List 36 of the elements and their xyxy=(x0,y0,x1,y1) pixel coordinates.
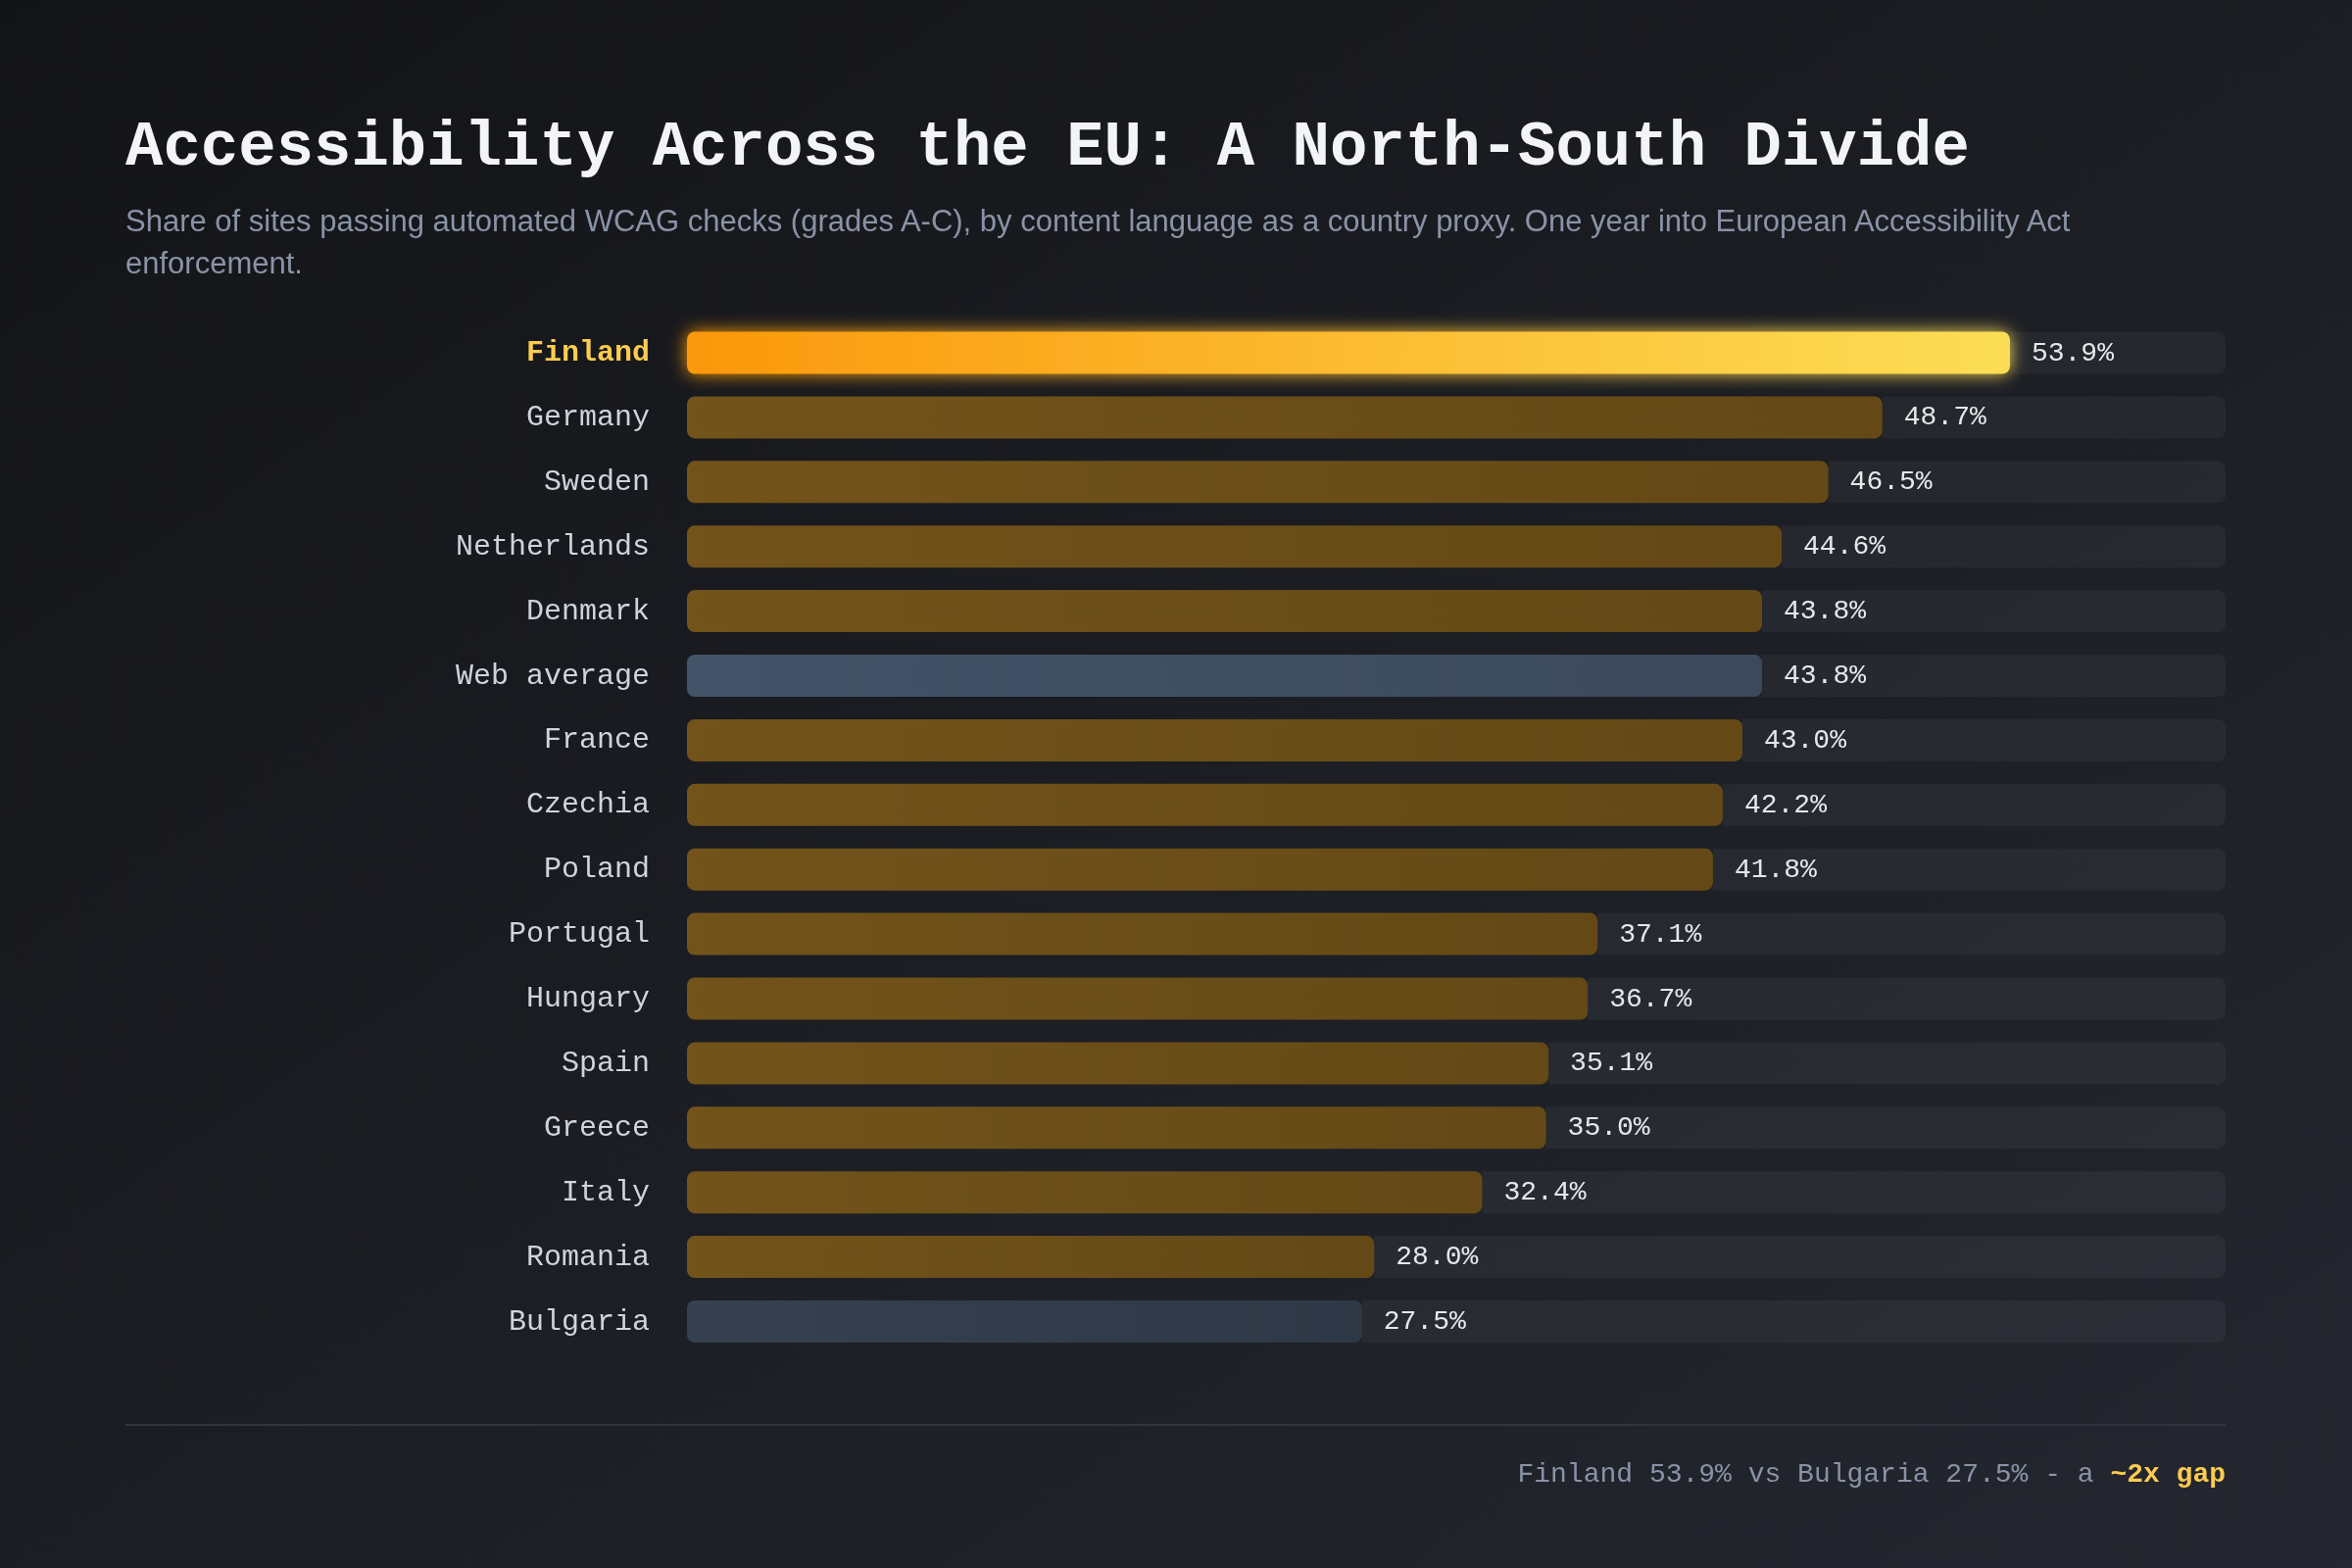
y-tick-label: Spain xyxy=(561,1046,650,1080)
data-label: 43.8% xyxy=(1784,596,1867,627)
text: Finland 53.9% vs Bulgaria 27.5% - a xyxy=(1517,1459,2094,1490)
data-label: 41.8% xyxy=(1734,854,1818,885)
data-label: 44.6% xyxy=(1803,531,1886,563)
chart-title: Accessibility Across the EU: A North-South Divide xyxy=(125,113,1970,183)
data-label: 37.1% xyxy=(1619,918,1702,950)
y-tick-label: Netherlands xyxy=(455,529,650,564)
data-label: 35.0% xyxy=(1567,1112,1650,1144)
chart-subtitle: Share of sites passing automated WCAG checks (grades A-C), by content language as a country proxy. One year into European Accessibility Act enforcement. xyxy=(125,204,2071,280)
y-tick-label: Portugal xyxy=(508,917,650,952)
y-tick-label: Czechia xyxy=(525,788,650,822)
y-tick-label: Hungary xyxy=(525,982,650,1015)
y-tick-label: Finland xyxy=(525,336,650,369)
y-tick-label: Sweden xyxy=(543,465,650,499)
y-tick-label: Germany xyxy=(525,400,650,434)
data-label: 46.5% xyxy=(1849,466,1933,498)
y-tick-label: Romania xyxy=(525,1240,650,1274)
y-tick-label: Italy xyxy=(561,1175,650,1209)
data-label: 36.7% xyxy=(1609,983,1692,1014)
y-tick-label: France xyxy=(543,723,650,758)
y-tick-label: Web average xyxy=(455,659,650,693)
data-label: 42.2% xyxy=(1743,789,1828,820)
data-label: 43.0% xyxy=(1763,724,1847,756)
y-tick-label: Bulgaria xyxy=(508,1304,650,1339)
data-label: 35.1% xyxy=(1570,1048,1653,1079)
data-label: 32.4% xyxy=(1503,1177,1587,1208)
y-tick-label: Denmark xyxy=(525,594,650,628)
y-tick-label: Greece xyxy=(543,1110,650,1145)
text: ~2x gap xyxy=(2110,1459,2226,1490)
y-tick-label: Poland xyxy=(543,853,650,887)
data-label: 43.8% xyxy=(1784,661,1867,691)
data-label: 48.7% xyxy=(1903,402,1986,433)
data-label: 27.5% xyxy=(1383,1306,1466,1337)
data-label: 28.0% xyxy=(1396,1242,1479,1273)
data-label: 53.9% xyxy=(2031,337,2115,368)
